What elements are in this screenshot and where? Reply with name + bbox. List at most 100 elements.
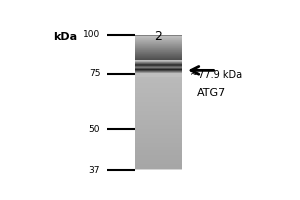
Bar — [135, 157, 182, 158]
Bar — [135, 94, 182, 96]
Bar — [135, 39, 182, 40]
Bar — [135, 58, 182, 59]
Bar — [135, 146, 182, 147]
Bar — [135, 151, 182, 152]
Bar — [135, 45, 182, 46]
Text: 37: 37 — [89, 166, 100, 175]
Bar — [135, 78, 182, 79]
Bar — [135, 144, 182, 146]
Bar — [135, 150, 182, 152]
Bar — [135, 131, 182, 132]
Bar — [135, 121, 182, 122]
Bar — [135, 62, 182, 63]
Bar — [135, 47, 182, 48]
Bar — [135, 122, 182, 123]
Bar — [135, 39, 182, 40]
Bar — [135, 37, 182, 38]
Bar — [135, 162, 182, 163]
Bar — [135, 111, 182, 112]
Bar — [135, 98, 182, 99]
Bar — [135, 75, 182, 76]
Bar — [135, 58, 182, 59]
Bar — [135, 132, 182, 134]
Bar — [135, 36, 182, 37]
Bar — [135, 123, 182, 124]
Bar — [135, 95, 182, 96]
Bar — [135, 87, 182, 88]
Bar — [135, 65, 182, 66]
Bar — [135, 35, 182, 36]
Bar — [135, 80, 182, 82]
Bar — [135, 131, 182, 132]
Bar — [135, 71, 182, 72]
Bar — [135, 79, 182, 80]
Bar — [135, 74, 182, 75]
Bar — [135, 70, 182, 71]
Bar — [135, 161, 182, 163]
Bar — [135, 103, 182, 105]
Bar — [135, 53, 182, 54]
Bar — [135, 51, 182, 52]
Bar — [135, 38, 182, 39]
Bar — [135, 154, 182, 155]
Bar — [135, 46, 182, 47]
Bar — [135, 97, 182, 99]
Bar — [135, 148, 182, 149]
Bar — [135, 137, 182, 138]
Bar — [135, 43, 182, 44]
Bar — [135, 81, 182, 82]
Bar — [135, 69, 182, 70]
Text: 100: 100 — [83, 30, 100, 39]
Bar — [135, 84, 182, 85]
Bar — [135, 100, 182, 102]
Bar — [135, 129, 182, 130]
Bar — [135, 83, 182, 84]
Bar — [135, 94, 182, 95]
Bar — [135, 167, 182, 169]
Bar — [135, 153, 182, 154]
Bar — [135, 163, 182, 164]
Bar — [135, 77, 182, 78]
Bar — [135, 116, 182, 117]
Bar — [135, 167, 182, 168]
Bar — [135, 89, 182, 90]
Bar — [135, 102, 182, 103]
Bar — [135, 120, 182, 121]
Bar — [135, 126, 182, 128]
Bar — [135, 118, 182, 120]
Bar — [135, 55, 182, 56]
Text: ~77.9 kDa: ~77.9 kDa — [190, 70, 242, 80]
Bar — [135, 126, 182, 127]
Bar — [135, 70, 182, 71]
Bar — [135, 99, 182, 100]
Bar — [135, 128, 182, 129]
Bar — [135, 91, 182, 93]
Bar — [135, 155, 182, 157]
Bar — [135, 112, 182, 114]
Bar — [135, 71, 182, 72]
Bar — [135, 53, 182, 54]
Bar — [135, 130, 182, 131]
Bar — [135, 114, 182, 115]
Bar — [135, 117, 182, 118]
Text: 2: 2 — [154, 30, 162, 43]
Bar — [135, 160, 182, 161]
Bar — [135, 168, 182, 169]
Bar — [135, 146, 182, 147]
Bar — [135, 96, 182, 97]
Bar — [135, 147, 182, 148]
Bar — [135, 77, 182, 79]
Bar — [135, 72, 182, 73]
Bar — [135, 163, 182, 164]
Bar — [135, 120, 182, 122]
Bar — [135, 149, 182, 150]
Bar — [135, 110, 182, 111]
Bar — [135, 85, 182, 86]
Bar — [135, 63, 182, 64]
Bar — [135, 101, 182, 102]
Bar — [135, 143, 182, 144]
Bar — [135, 61, 182, 62]
Bar — [135, 136, 182, 137]
Bar — [135, 135, 182, 136]
Bar — [135, 105, 182, 106]
